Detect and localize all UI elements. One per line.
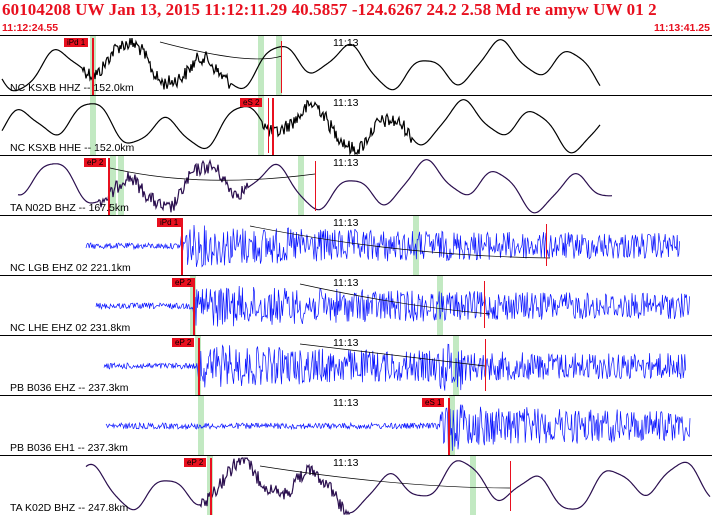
seismogram-panel[interactable]: iPd 1 11:13 NC KSXB HHZ -- 152.0km bbox=[0, 35, 712, 95]
travel-time-curve bbox=[299, 343, 486, 367]
phase-pick-tag[interactable]: eP 2 bbox=[172, 278, 195, 287]
phase-pick-line[interactable] bbox=[198, 338, 200, 395]
station-channel-label: TA N02D BHZ -- 167.5km bbox=[10, 202, 129, 214]
phase-pick-tag[interactable]: eP 2 bbox=[84, 158, 107, 167]
phase-window-band bbox=[298, 156, 304, 215]
phase-pick-tag[interactable]: iPd 1 bbox=[157, 218, 182, 227]
phase-pick-tag[interactable]: eS 1 bbox=[422, 398, 445, 407]
seismogram-panel[interactable]: eP 2 11:13 TA N02D BHZ -- 167.5km bbox=[0, 155, 712, 215]
station-channel-label: PB B036 EHZ -- 237.3km bbox=[10, 382, 129, 394]
station-channel-label: PB B036 EH1 -- 237.3km bbox=[10, 442, 128, 454]
minute-tick-label: 11:13 bbox=[333, 157, 359, 169]
waveform-trace bbox=[1, 99, 601, 155]
amplitude-marker bbox=[546, 224, 547, 266]
phase-pick-tag[interactable]: eS 2 bbox=[240, 98, 263, 107]
phase-window-band bbox=[198, 396, 204, 455]
phase-window-band bbox=[449, 396, 455, 455]
station-channel-label: NC KSXB HHZ -- 152.0km bbox=[10, 82, 134, 94]
waveform-trace bbox=[85, 224, 680, 268]
event-header: 60104208 UW Jan 13, 2015 11:12:11.29 40.… bbox=[0, 0, 712, 36]
waveform-line bbox=[95, 285, 690, 327]
minute-tick-label: 11:13 bbox=[333, 217, 359, 229]
waveform-line bbox=[105, 404, 691, 452]
travel-time-curve bbox=[109, 167, 316, 181]
minute-tick-label: 11:13 bbox=[333, 457, 359, 469]
seismogram-panel[interactable]: eP 2 11:13 PB B036 EHZ -- 237.3km bbox=[0, 335, 712, 395]
minute-tick-label: 11:13 bbox=[333, 97, 359, 109]
phase-window-band bbox=[90, 96, 96, 155]
minute-tick-label: 11:13 bbox=[333, 397, 359, 409]
phase-window-band bbox=[470, 456, 476, 515]
minute-tick-label: 11:13 bbox=[333, 277, 359, 289]
phase-window-band bbox=[276, 36, 282, 95]
seismogram-panel[interactable]: eS 1 11:13 PB B036 EH1 -- 237.3km bbox=[0, 395, 712, 455]
phase-pick-line[interactable] bbox=[181, 218, 183, 275]
station-channel-label: TA K02D BHZ -- 247.8km bbox=[10, 502, 129, 514]
waveform-trace bbox=[1, 38, 601, 92]
seismogram-panel[interactable]: iPd 1 11:13 NC LGB EHZ 02 221.1km bbox=[0, 215, 712, 275]
phase-pick-line[interactable] bbox=[193, 278, 195, 335]
waveform-line bbox=[103, 343, 686, 391]
window-end-time: 11:13:41.25 bbox=[653, 22, 710, 34]
phase-pick-line[interactable] bbox=[448, 398, 450, 455]
waveform-line bbox=[1, 99, 601, 155]
waveform-trace bbox=[85, 457, 711, 515]
phase-window-band bbox=[437, 276, 443, 335]
amplitude-marker bbox=[281, 41, 282, 93]
waveform-line bbox=[85, 457, 711, 515]
phase-pick-tag[interactable]: eP 2 bbox=[172, 338, 195, 347]
amplitude-marker bbox=[510, 461, 511, 511]
phase-window-band bbox=[258, 36, 264, 95]
seismogram-panel[interactable]: eS 2 11:13 NC KSXB HHE -- 152.0km bbox=[0, 95, 712, 155]
phase-pick-tag[interactable]: eP 2 bbox=[184, 458, 207, 467]
station-channel-label: NC KSXB HHE -- 152.0km bbox=[10, 142, 135, 154]
phase-pick-line[interactable] bbox=[210, 458, 212, 515]
phase-pick-line[interactable] bbox=[108, 158, 110, 215]
amplitude-marker bbox=[484, 281, 485, 328]
waveform-line bbox=[1, 38, 601, 92]
event-title: 60104208 UW Jan 13, 2015 11:12:11.29 40.… bbox=[2, 0, 657, 19]
station-channel-label: NC LHE EHZ 02 231.8km bbox=[10, 322, 131, 334]
phase-window-band bbox=[258, 96, 264, 155]
waveform-line bbox=[85, 224, 680, 268]
amplitude-marker bbox=[315, 161, 316, 211]
travel-time-curve bbox=[159, 41, 283, 60]
amplitude-marker bbox=[268, 98, 269, 153]
waveform-trace bbox=[103, 343, 686, 391]
minute-tick-label: 11:13 bbox=[333, 37, 359, 49]
phase-window-band bbox=[110, 156, 116, 215]
seismogram-panel[interactable]: eP 2 11:13 NC LHE EHZ 02 231.8km bbox=[0, 275, 712, 335]
phase-pick-tag[interactable]: iPd 1 bbox=[64, 38, 89, 47]
seismogram-panel[interactable]: eP 2 11:13 TA K02D BHZ -- 247.8km bbox=[0, 455, 712, 515]
window-start-time: 11:12:24.55 bbox=[2, 22, 59, 34]
phase-window-band bbox=[118, 156, 124, 215]
amplitude-marker bbox=[485, 339, 486, 391]
travel-time-curve bbox=[299, 283, 491, 315]
minute-tick-label: 11:13 bbox=[333, 337, 359, 349]
waveform-trace bbox=[105, 404, 691, 452]
seismogram-panels: iPd 1 11:13 NC KSXB HHZ -- 152.0km eS 2 11:1… bbox=[0, 35, 712, 518]
travel-time-curve bbox=[259, 465, 511, 489]
phase-pick-line[interactable] bbox=[92, 38, 94, 95]
phase-pick-line[interactable] bbox=[272, 98, 274, 155]
travel-time-curve bbox=[249, 225, 551, 259]
station-channel-label: NC LGB EHZ 02 221.1km bbox=[10, 262, 131, 274]
